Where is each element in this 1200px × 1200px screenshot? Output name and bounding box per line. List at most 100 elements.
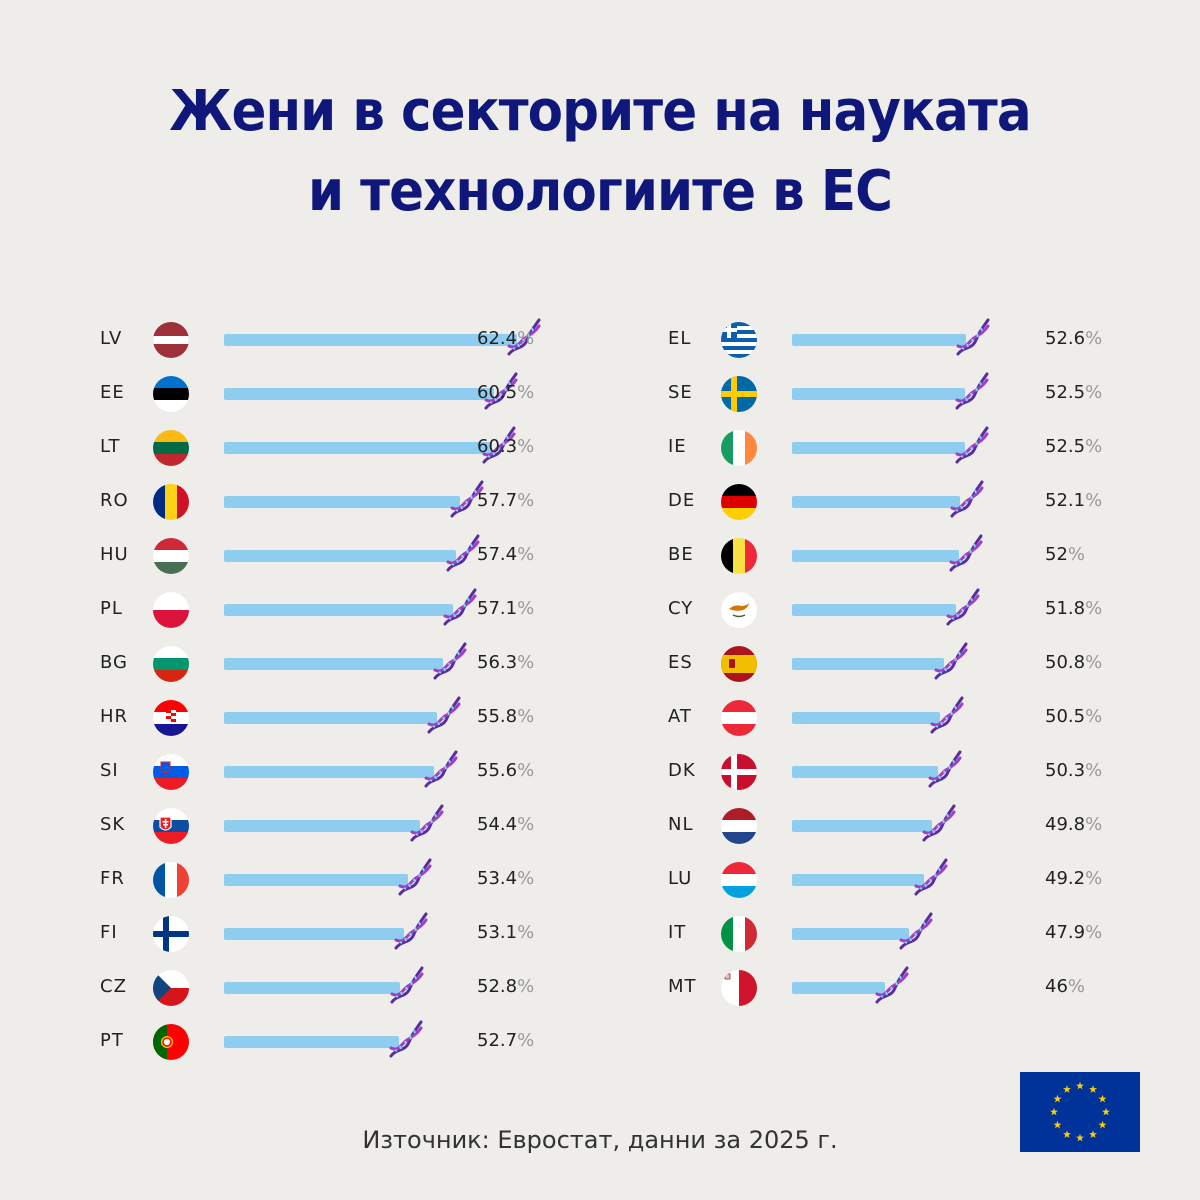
flag-icon-sk (153, 808, 189, 844)
data-label-percent: % (517, 706, 535, 727)
bar (224, 388, 495, 400)
data-label-percent: % (1085, 814, 1103, 835)
data-label: 49.2% (1045, 868, 1102, 889)
bar (224, 820, 420, 832)
data-label-percent: % (1085, 490, 1103, 511)
country-code-label: PT (100, 1030, 124, 1051)
data-label-value: 52 (1045, 544, 1068, 565)
flag-icon-dk (721, 754, 757, 790)
chart-row: CY 51.8% (668, 584, 1200, 638)
bar (224, 496, 460, 508)
data-label: 52.1% (1045, 490, 1102, 511)
bar (224, 604, 453, 616)
bar (792, 658, 944, 670)
data-label-percent: % (517, 868, 535, 889)
country-code-label: EL (668, 328, 692, 349)
data-label: 60.5% (477, 382, 534, 403)
country-code-label: DE (668, 490, 696, 511)
dna-icon (897, 910, 935, 956)
dna-icon (873, 964, 911, 1010)
data-label: 52.7% (477, 1030, 534, 1051)
chart-row: EL 52.6% (668, 314, 1200, 368)
dna-icon (944, 586, 982, 632)
data-label: 55.6% (477, 760, 534, 781)
flag-icon-ie (721, 430, 757, 466)
flag-icon-cy (721, 592, 757, 628)
dna-icon (953, 370, 991, 416)
eu-star (1053, 1094, 1062, 1103)
data-label-percent: % (1085, 328, 1103, 349)
data-label-value: 51.8 (1045, 598, 1086, 619)
dna-icon (392, 910, 430, 956)
bar (792, 982, 886, 994)
bar (792, 928, 909, 940)
eu-star (1076, 1081, 1084, 1090)
title-line-2: и технологиите в ЕС (307, 159, 893, 224)
flag-icon-lt (153, 430, 189, 466)
data-label-value: 53.1 (477, 922, 518, 943)
data-label-percent: % (517, 382, 535, 403)
country-code-label: NL (668, 814, 694, 835)
data-label-value: 54.4 (477, 814, 518, 835)
data-label-value: 50.3 (1045, 760, 1086, 781)
chart-row: MT 46% (668, 962, 1200, 1016)
data-label-value: 55.8 (477, 706, 518, 727)
chart-row: BE 52% (668, 530, 1200, 584)
chart-row: HR 55.8% (100, 692, 660, 746)
flag-icon-fr (153, 862, 189, 898)
country-code-label: SI (100, 760, 119, 781)
data-label: 57.7% (477, 490, 534, 511)
bar (224, 928, 404, 940)
flag-icon-fi (153, 916, 189, 952)
data-label: 46% (1045, 976, 1085, 997)
dna-icon (441, 586, 479, 632)
data-label: 47.9% (1045, 922, 1102, 943)
data-label-value: 57.4 (477, 544, 518, 565)
chart-row: SE 52.5% (668, 368, 1200, 422)
flag-icon-ee (153, 376, 189, 412)
dna-icon (408, 802, 446, 848)
country-code-label: IE (668, 436, 687, 457)
data-label-value: 60.5 (477, 382, 518, 403)
data-label-percent: % (517, 490, 535, 511)
flag-icon-nl (721, 808, 757, 844)
data-label-percent: % (1067, 544, 1086, 565)
flag-icon-se (721, 376, 757, 412)
flag-icon-ro (153, 484, 189, 520)
data-label-percent: % (517, 652, 535, 673)
data-label: 53.4% (477, 868, 534, 889)
country-code-label: LT (100, 436, 121, 457)
bar (792, 712, 941, 724)
chart-row: PL 57.1% (100, 584, 660, 638)
data-label: 55.8% (477, 706, 534, 727)
country-code-label: LU (668, 868, 693, 889)
data-label: 56.3% (477, 652, 534, 673)
data-label-percent: % (1085, 706, 1103, 727)
country-code-label: HR (100, 706, 129, 727)
country-code-label: FR (100, 868, 125, 889)
bar (792, 820, 932, 832)
eu-star (1102, 1107, 1110, 1116)
bar (792, 766, 938, 778)
data-label-value: 52.1 (1045, 490, 1086, 511)
eu-star (1089, 1085, 1097, 1093)
dna-icon (431, 640, 469, 686)
country-code-label: CY (668, 598, 694, 619)
data-label-value: 52.8 (477, 976, 518, 997)
data-label: 49.8% (1045, 814, 1102, 835)
country-code-label: RO (100, 490, 129, 511)
dna-icon (920, 802, 958, 848)
flag-icon-cz (153, 970, 189, 1006)
country-code-label: SK (100, 814, 126, 835)
country-code-label: FI (100, 922, 118, 943)
country-code-label: PL (100, 598, 123, 619)
data-label-value: 52.5 (1045, 436, 1086, 457)
dna-icon (425, 694, 463, 740)
dna-icon (482, 370, 520, 416)
data-label-percent: % (1085, 382, 1103, 403)
dna-icon (387, 1018, 425, 1064)
bar (792, 550, 959, 562)
eu-star (1063, 1130, 1071, 1138)
dna-icon (912, 856, 950, 902)
data-label-percent: % (1085, 652, 1103, 673)
